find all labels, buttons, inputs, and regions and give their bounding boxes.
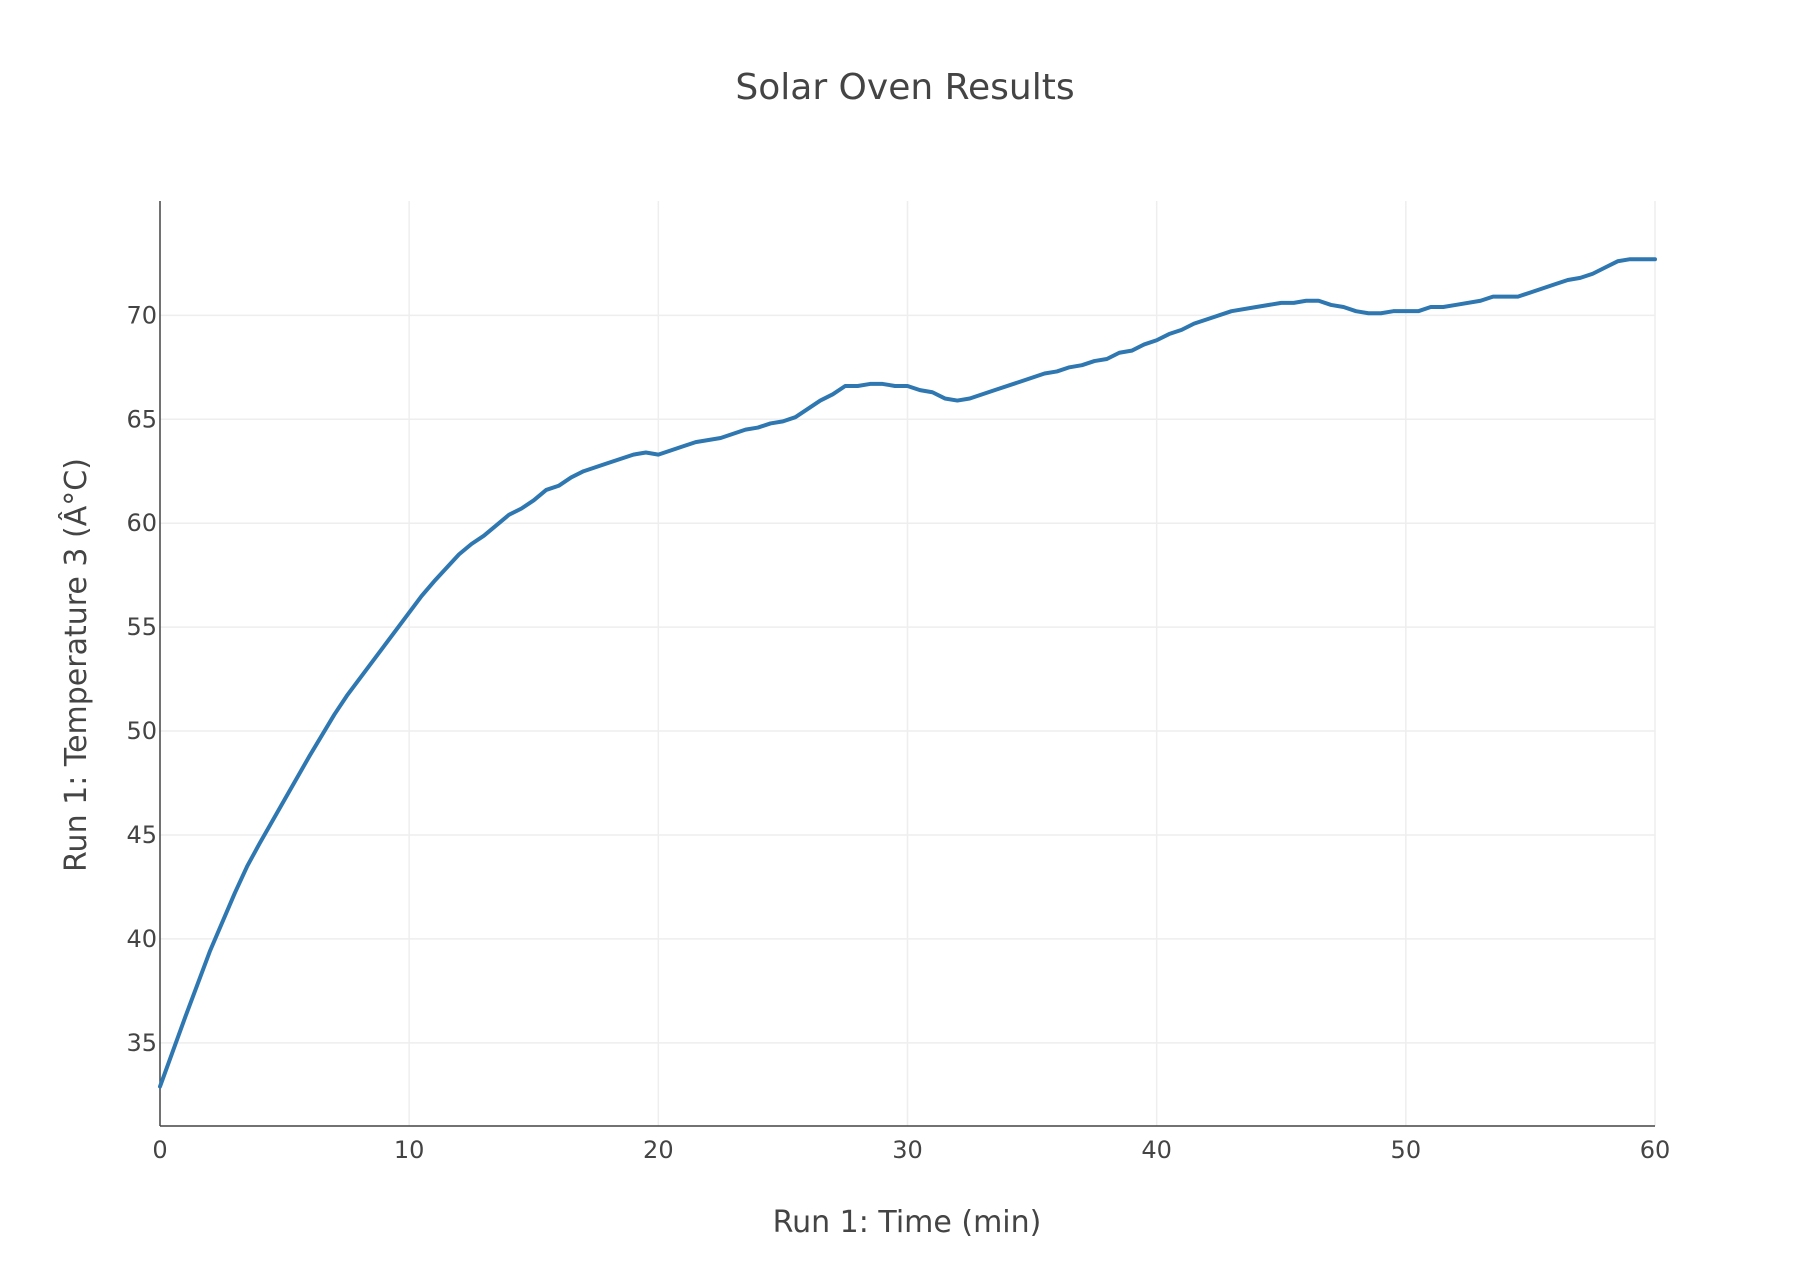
y-tick-label: 50 — [126, 717, 157, 745]
y-tick-label: 70 — [126, 301, 157, 329]
x-tick-label: 40 — [1141, 1136, 1172, 1164]
gridlines — [160, 201, 1655, 1126]
x-tick-label: 20 — [643, 1136, 674, 1164]
x-tick-labels: 0 10 20 30 40 50 60 — [152, 1136, 1670, 1164]
y-tick-labels: 35 40 45 50 55 60 65 70 — [126, 301, 157, 1057]
x-tick-label: 30 — [892, 1136, 923, 1164]
y-tick-label: 60 — [126, 509, 157, 537]
y-tick-label: 45 — [126, 821, 157, 849]
x-tick-label: 0 — [152, 1136, 167, 1164]
x-tick-label: 10 — [394, 1136, 425, 1164]
y-tick-label: 55 — [126, 613, 157, 641]
chart-title: Solar Oven Results — [735, 67, 1074, 108]
y-tick-label: 35 — [126, 1029, 157, 1057]
y-tick-label: 40 — [126, 925, 157, 953]
x-axis-title: Run 1: Time (min) — [773, 1205, 1042, 1240]
y-tick-label: 65 — [126, 405, 157, 433]
x-tick-label: 50 — [1391, 1136, 1422, 1164]
y-axis-title: Run 1: Temperature 3 (Â°C) — [58, 458, 94, 872]
x-tick-label: 60 — [1640, 1136, 1671, 1164]
